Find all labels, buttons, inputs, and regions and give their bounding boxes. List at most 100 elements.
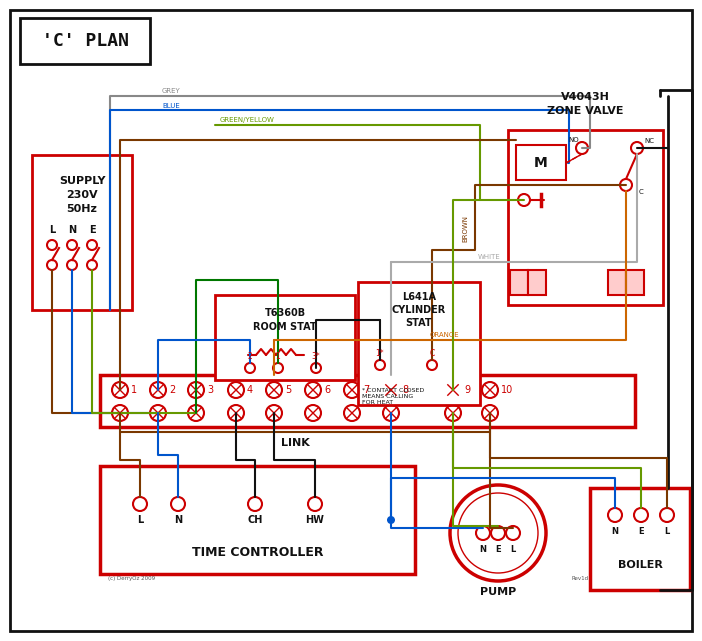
FancyBboxPatch shape bbox=[508, 130, 663, 305]
Circle shape bbox=[576, 142, 588, 154]
Circle shape bbox=[245, 363, 255, 373]
Circle shape bbox=[150, 382, 166, 398]
Text: N: N bbox=[479, 544, 486, 553]
Text: 5: 5 bbox=[285, 385, 291, 395]
Circle shape bbox=[188, 382, 204, 398]
Circle shape bbox=[491, 526, 505, 540]
Circle shape bbox=[87, 240, 97, 250]
FancyBboxPatch shape bbox=[510, 270, 528, 295]
Text: Rev1d: Rev1d bbox=[572, 576, 589, 581]
Text: T6360B
ROOM STAT: T6360B ROOM STAT bbox=[253, 308, 317, 331]
Circle shape bbox=[518, 194, 530, 206]
Circle shape bbox=[458, 493, 538, 573]
Text: HW: HW bbox=[305, 515, 324, 525]
Circle shape bbox=[87, 260, 97, 270]
FancyBboxPatch shape bbox=[626, 270, 644, 295]
Text: 6: 6 bbox=[324, 385, 330, 395]
Circle shape bbox=[506, 526, 520, 540]
Text: BROWN: BROWN bbox=[462, 215, 468, 242]
Circle shape bbox=[248, 497, 262, 511]
Text: 3: 3 bbox=[207, 385, 213, 395]
Text: PUMP: PUMP bbox=[480, 587, 516, 597]
Text: M: M bbox=[534, 156, 548, 170]
Circle shape bbox=[273, 363, 283, 373]
Circle shape bbox=[171, 497, 185, 511]
Text: 10: 10 bbox=[501, 385, 513, 395]
Text: TIME CONTROLLER: TIME CONTROLLER bbox=[192, 547, 324, 560]
Text: E: E bbox=[495, 544, 501, 553]
Circle shape bbox=[112, 382, 128, 398]
Text: 9: 9 bbox=[464, 385, 470, 395]
Circle shape bbox=[608, 508, 622, 522]
Text: L: L bbox=[510, 544, 516, 553]
Text: 1: 1 bbox=[276, 352, 280, 361]
Text: 1: 1 bbox=[131, 385, 137, 395]
Circle shape bbox=[445, 405, 461, 421]
Text: L: L bbox=[49, 225, 55, 235]
Text: WHITE: WHITE bbox=[478, 254, 501, 260]
Circle shape bbox=[375, 360, 385, 370]
Circle shape bbox=[67, 260, 77, 270]
Circle shape bbox=[228, 382, 244, 398]
Text: GREY: GREY bbox=[162, 88, 180, 94]
Circle shape bbox=[482, 405, 498, 421]
Circle shape bbox=[305, 382, 321, 398]
Circle shape bbox=[188, 405, 204, 421]
Text: 'C' PLAN: 'C' PLAN bbox=[41, 32, 128, 50]
Circle shape bbox=[308, 497, 322, 511]
FancyBboxPatch shape bbox=[608, 270, 626, 295]
Circle shape bbox=[450, 485, 546, 581]
Text: C: C bbox=[430, 349, 435, 358]
Text: GREEN/YELLOW: GREEN/YELLOW bbox=[220, 117, 275, 123]
Circle shape bbox=[631, 142, 643, 154]
Circle shape bbox=[427, 360, 437, 370]
Text: 1*: 1* bbox=[376, 349, 384, 358]
Text: LINK: LINK bbox=[281, 438, 310, 448]
Circle shape bbox=[311, 363, 321, 373]
Circle shape bbox=[150, 405, 166, 421]
FancyBboxPatch shape bbox=[516, 145, 566, 180]
Text: SUPPLY
230V
50Hz: SUPPLY 230V 50Hz bbox=[59, 176, 105, 214]
Text: CH: CH bbox=[247, 515, 263, 525]
Text: V4043H
ZONE VALVE: V4043H ZONE VALVE bbox=[547, 92, 623, 115]
Text: C: C bbox=[639, 189, 643, 195]
FancyBboxPatch shape bbox=[590, 488, 690, 590]
Circle shape bbox=[660, 508, 674, 522]
Circle shape bbox=[266, 382, 282, 398]
Circle shape bbox=[383, 382, 399, 398]
Text: L641A
CYLINDER
STAT: L641A CYLINDER STAT bbox=[392, 292, 446, 328]
Circle shape bbox=[67, 240, 77, 250]
Text: 4: 4 bbox=[247, 385, 253, 395]
FancyBboxPatch shape bbox=[100, 466, 415, 574]
Text: BOILER: BOILER bbox=[618, 560, 663, 570]
FancyBboxPatch shape bbox=[358, 282, 480, 405]
Text: BLUE: BLUE bbox=[162, 103, 180, 109]
Circle shape bbox=[383, 405, 399, 421]
FancyBboxPatch shape bbox=[528, 270, 546, 295]
FancyBboxPatch shape bbox=[100, 375, 635, 427]
Circle shape bbox=[476, 526, 490, 540]
Circle shape bbox=[344, 382, 360, 398]
Circle shape bbox=[387, 516, 395, 524]
Text: L: L bbox=[137, 515, 143, 525]
Circle shape bbox=[266, 405, 282, 421]
Text: NO: NO bbox=[569, 137, 579, 143]
Circle shape bbox=[133, 497, 147, 511]
Circle shape bbox=[305, 405, 321, 421]
Text: * CONTACT CLOSED
MEANS CALLING
FOR HEAT: * CONTACT CLOSED MEANS CALLING FOR HEAT bbox=[362, 388, 424, 405]
Text: (c) DerryOz 2009: (c) DerryOz 2009 bbox=[108, 576, 155, 581]
Circle shape bbox=[47, 240, 57, 250]
Text: E: E bbox=[638, 528, 644, 537]
Text: NC: NC bbox=[644, 138, 654, 144]
Text: N: N bbox=[611, 528, 618, 537]
Text: L: L bbox=[664, 528, 670, 537]
FancyBboxPatch shape bbox=[215, 295, 355, 380]
Circle shape bbox=[620, 179, 632, 191]
FancyBboxPatch shape bbox=[20, 18, 150, 64]
FancyBboxPatch shape bbox=[32, 155, 132, 310]
Text: 8: 8 bbox=[402, 385, 408, 395]
Circle shape bbox=[344, 405, 360, 421]
FancyBboxPatch shape bbox=[10, 10, 692, 631]
Text: N: N bbox=[174, 515, 182, 525]
Circle shape bbox=[482, 382, 498, 398]
